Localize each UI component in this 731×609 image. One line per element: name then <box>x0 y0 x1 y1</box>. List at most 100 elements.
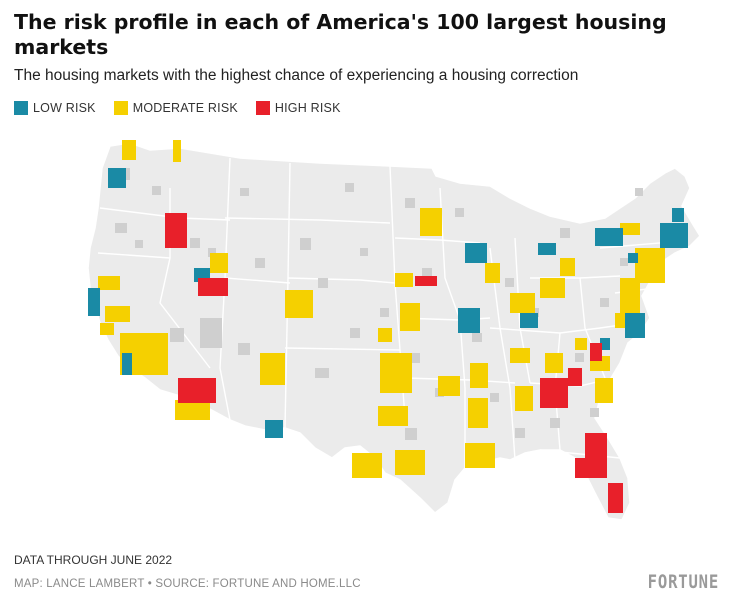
county-area <box>345 183 354 192</box>
moderate-risk-market <box>122 140 136 160</box>
map-legend: LOW RISK MODERATE RISK HIGH RISK <box>14 101 341 115</box>
county-area <box>240 188 249 196</box>
county-area <box>115 223 127 233</box>
moderate-risk-market <box>378 406 408 426</box>
legend-swatch-high <box>255 101 270 115</box>
moderate-risk-market <box>438 376 460 396</box>
county-area <box>190 238 200 248</box>
legend-item-high: HIGH RISK <box>255 101 341 115</box>
moderate-risk-market <box>560 258 575 276</box>
state-border-line <box>394 237 481 244</box>
county-area <box>360 248 368 256</box>
county-area <box>550 418 560 428</box>
county-area <box>315 368 329 378</box>
county-area <box>590 408 599 417</box>
county-area <box>152 186 161 195</box>
state-border-line <box>224 217 391 224</box>
high-risk-market <box>585 433 607 478</box>
low-risk-market <box>625 313 645 338</box>
moderate-risk-market <box>485 263 500 283</box>
county-area <box>422 268 432 278</box>
contiguous-us-shape <box>87 142 701 521</box>
moderate-risk-market <box>595 378 613 403</box>
low-risk-market <box>628 253 638 263</box>
state-border-line <box>219 277 231 421</box>
moderate-risk-markets <box>98 140 665 478</box>
moderate-risk-market <box>620 278 640 313</box>
low-risk-market <box>538 243 556 255</box>
moderate-risk-market <box>173 140 181 162</box>
county-area <box>318 278 328 288</box>
county-area <box>490 393 499 402</box>
moderate-risk-market <box>175 400 210 420</box>
moderate-risk-market <box>540 278 565 298</box>
low-risk-market <box>458 308 480 333</box>
county-area <box>200 318 222 348</box>
low-risk-market <box>520 313 538 328</box>
low-risk-market <box>108 168 126 188</box>
high-risk-market <box>540 378 568 408</box>
county-area <box>472 333 482 342</box>
legend-swatch-moderate <box>113 101 128 115</box>
moderate-risk-market <box>400 303 420 331</box>
high-risk-market <box>178 378 216 403</box>
county-area <box>505 278 514 287</box>
county-area <box>455 208 464 217</box>
high-risk-market <box>198 278 228 296</box>
high-risk-market <box>568 368 582 386</box>
moderate-risk-market <box>510 348 530 363</box>
legend-item-low: LOW RISK <box>14 101 96 115</box>
state-border-line <box>489 247 516 461</box>
low-risk-market <box>465 243 487 263</box>
data-footnote: DATA THROUGH JUNE 2022 <box>14 553 173 567</box>
county-area <box>255 258 265 268</box>
county-area <box>515 428 525 438</box>
low-risk-market <box>88 288 100 316</box>
county-area <box>405 198 415 208</box>
moderate-risk-market <box>575 338 587 350</box>
high-risk-market <box>165 213 187 248</box>
moderate-risk-market <box>465 443 495 468</box>
moderate-risk-market <box>285 290 313 318</box>
us-map <box>87 140 701 521</box>
low-risk-market <box>600 338 610 350</box>
legend-label-moderate: MODERATE RISK <box>132 101 238 115</box>
county-area <box>208 248 216 257</box>
source-credit: MAP: LANCE LAMBERT • SOURCE: FORTUNE AND… <box>14 578 361 590</box>
moderate-risk-market <box>470 363 488 388</box>
state-border-line <box>287 277 396 284</box>
county-area <box>350 328 360 338</box>
low-risk-markets <box>88 168 688 438</box>
county-area <box>405 428 417 440</box>
county-area <box>575 353 584 362</box>
county-area <box>410 353 420 363</box>
state-border-line <box>284 347 401 351</box>
legend-item-moderate: MODERATE RISK <box>113 101 238 115</box>
page-title: The risk profile in each of America's 10… <box>14 10 667 59</box>
county-area <box>600 298 609 307</box>
low-risk-market <box>672 208 684 222</box>
moderate-risk-market <box>380 353 412 393</box>
county-area <box>380 308 389 317</box>
county-area <box>135 240 143 248</box>
county-area <box>238 343 250 355</box>
county-area <box>635 188 643 196</box>
moderate-risk-market <box>352 453 382 478</box>
state-border-line <box>97 252 171 259</box>
moderate-risk-market <box>210 253 228 273</box>
moderate-risk-market <box>620 223 640 235</box>
moderate-risk-market <box>395 450 425 475</box>
low-risk-market <box>660 223 688 248</box>
moderate-risk-market <box>100 323 114 335</box>
moderate-risk-market <box>98 276 120 290</box>
moderate-risk-market <box>395 273 413 287</box>
high-risk-market <box>590 343 602 361</box>
moderate-risk-market <box>468 398 488 428</box>
low-risk-market <box>595 228 623 246</box>
moderate-risk-market <box>545 353 563 373</box>
moderate-risk-market <box>515 386 533 411</box>
high-risk-markets <box>165 213 623 513</box>
us-land <box>87 142 701 521</box>
county-area <box>560 228 570 238</box>
high-risk-market <box>608 483 623 513</box>
